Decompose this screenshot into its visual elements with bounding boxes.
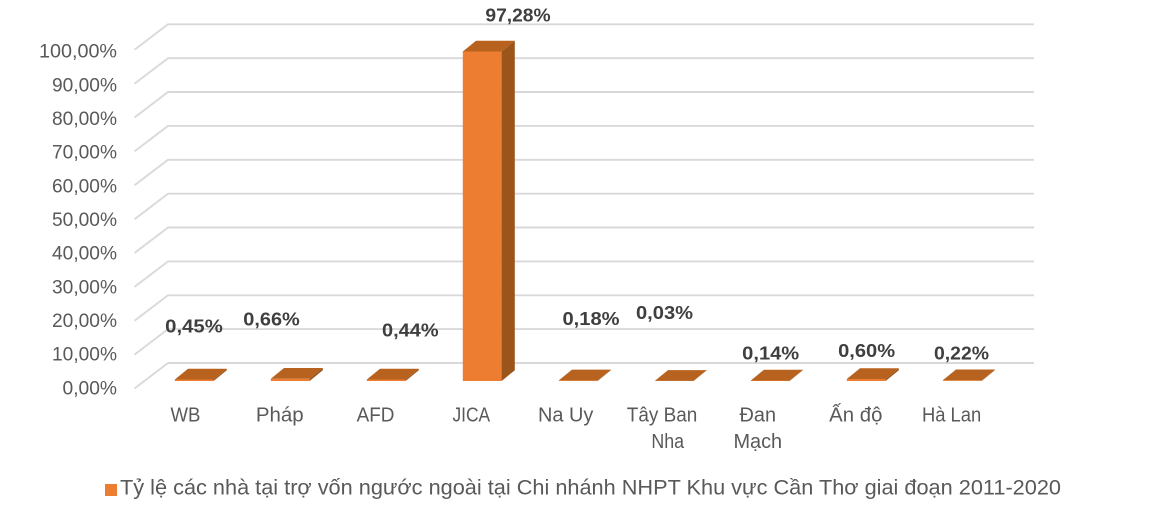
svg-text:90,00%: 90,00% xyxy=(52,75,117,96)
svg-text:0,14%: 0,14% xyxy=(742,344,799,364)
svg-text:Ấn độ: Ấn độ xyxy=(829,404,882,427)
svg-text:0,22%: 0,22% xyxy=(934,344,989,364)
svg-text:Tỷ lệ các nhà tại trợ vốn ngướ: Tỷ lệ các nhà tại trợ vốn ngước ngoài tạ… xyxy=(120,476,1061,499)
svg-text:JICA: JICA xyxy=(452,405,490,427)
svg-text:0,45%: 0,45% xyxy=(165,316,223,336)
svg-text:20,00%: 20,00% xyxy=(52,311,117,332)
svg-text:Tây Ban: Tây Ban xyxy=(627,405,698,427)
svg-text:AFD: AFD xyxy=(357,405,395,427)
svg-text:Hà Lan: Hà Lan xyxy=(922,405,981,427)
svg-text:97,28%: 97,28% xyxy=(485,5,550,25)
svg-text:10,00%: 10,00% xyxy=(52,345,117,366)
svg-text:60,00%: 60,00% xyxy=(52,176,117,197)
svg-text:Pháp: Pháp xyxy=(256,405,304,427)
svg-text:Mạch: Mạch xyxy=(733,431,782,453)
svg-text:30,00%: 30,00% xyxy=(52,277,117,298)
svg-text:100,00%: 100,00% xyxy=(39,42,117,63)
svg-text:0,66%: 0,66% xyxy=(243,309,300,329)
svg-text:WB: WB xyxy=(170,405,200,427)
svg-text:80,00%: 80,00% xyxy=(52,109,117,130)
svg-text:0,18%: 0,18% xyxy=(563,309,620,329)
svg-text:Na Uy: Na Uy xyxy=(538,405,593,427)
svg-text:0,03%: 0,03% xyxy=(636,303,693,323)
svg-text:50,00%: 50,00% xyxy=(52,210,117,231)
svg-text:Đan: Đan xyxy=(740,405,777,427)
svg-text:70,00%: 70,00% xyxy=(52,143,117,164)
svg-text:40,00%: 40,00% xyxy=(52,244,117,265)
svg-text:Nha: Nha xyxy=(651,431,684,453)
svg-text:0,00%: 0,00% xyxy=(63,378,118,399)
svg-text:0,44%: 0,44% xyxy=(382,320,439,340)
svg-text:0,60%: 0,60% xyxy=(838,341,895,361)
